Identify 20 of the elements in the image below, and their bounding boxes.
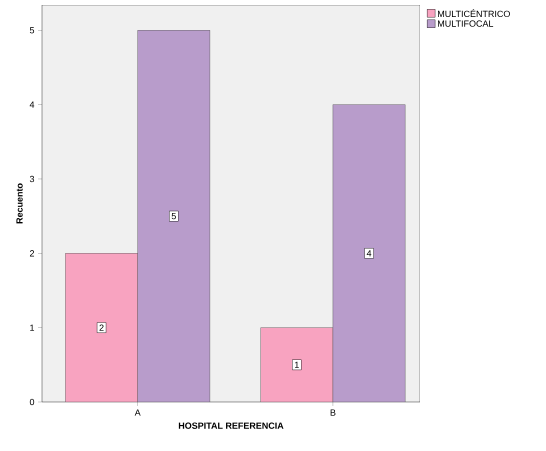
legend-label: MULTICÉNTRICO — [438, 9, 510, 18]
bar — [332, 104, 406, 402]
y-tick-label: 0 — [30, 398, 34, 406]
bar — [65, 253, 138, 402]
legend-label: MULTIFOCAL — [438, 20, 494, 27]
x-tick-label: A — [134, 410, 141, 416]
data-label: 4 — [366, 250, 372, 256]
x-axis-title: HOSPITAL REFERENCIA — [178, 422, 284, 429]
y-tick-label: 3 — [30, 176, 34, 182]
bar — [137, 30, 210, 402]
y-axis-title: Recuento — [16, 183, 23, 224]
bar — [260, 327, 334, 402]
data-label: 2 — [100, 324, 104, 331]
data-label: 1 — [294, 362, 299, 368]
y-tick-label: 2 — [30, 250, 34, 256]
y-tick-label: 5 — [30, 27, 34, 34]
x-tick-label: B — [330, 410, 336, 416]
y-tick-label: 4 — [30, 102, 34, 108]
y-tick-label: 1 — [30, 324, 34, 331]
data-label: 5 — [172, 213, 176, 220]
